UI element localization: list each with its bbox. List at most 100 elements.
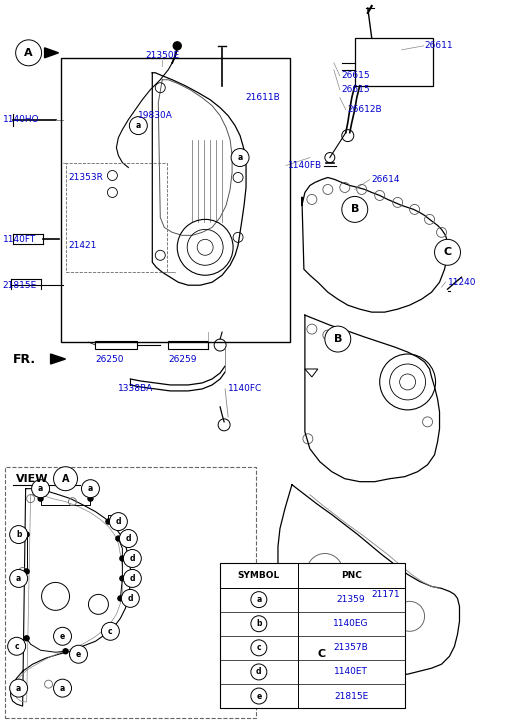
Text: 1338BA: 1338BA <box>118 385 153 393</box>
Text: 1140FT: 1140FT <box>3 235 36 244</box>
Circle shape <box>325 326 351 352</box>
Text: 26615: 26615 <box>342 85 370 95</box>
Text: 19830A: 19830A <box>138 111 173 120</box>
Text: B: B <box>334 334 342 344</box>
Circle shape <box>10 569 28 587</box>
Text: c: c <box>108 627 113 636</box>
Text: 21353R: 21353R <box>69 173 103 182</box>
Circle shape <box>123 569 141 587</box>
Text: 1140FB: 1140FB <box>288 161 322 170</box>
Text: a: a <box>38 484 43 493</box>
Text: a: a <box>256 595 261 604</box>
Text: b: b <box>256 619 262 628</box>
Circle shape <box>10 679 28 697</box>
Circle shape <box>53 467 77 491</box>
Bar <box>60 58 290 342</box>
Text: C: C <box>318 649 326 659</box>
Circle shape <box>251 664 267 680</box>
Bar <box>95 341 138 349</box>
Circle shape <box>106 519 111 524</box>
Text: a: a <box>16 683 21 693</box>
Circle shape <box>69 646 87 663</box>
Circle shape <box>88 496 93 501</box>
Text: 26615: 26615 <box>342 71 370 80</box>
Text: 21350E: 21350E <box>145 52 179 60</box>
Circle shape <box>121 590 139 607</box>
Text: 26611: 26611 <box>425 41 453 50</box>
Circle shape <box>16 40 42 65</box>
Circle shape <box>251 688 267 704</box>
Text: c: c <box>14 642 19 651</box>
Polygon shape <box>44 48 59 58</box>
Circle shape <box>120 576 125 581</box>
Text: VIEW: VIEW <box>16 474 48 483</box>
Circle shape <box>231 148 249 166</box>
Text: 11240: 11240 <box>448 278 476 286</box>
Polygon shape <box>305 369 318 377</box>
Text: e: e <box>256 691 261 701</box>
Text: a: a <box>136 121 141 130</box>
Circle shape <box>32 480 50 498</box>
Text: 21359: 21359 <box>337 595 366 604</box>
Text: c: c <box>257 643 261 652</box>
Circle shape <box>8 638 25 655</box>
Text: a: a <box>88 484 93 493</box>
Text: d: d <box>127 594 133 603</box>
Text: d: d <box>130 554 135 563</box>
Text: 21815E: 21815E <box>334 691 368 701</box>
Circle shape <box>24 569 29 574</box>
Text: PNC: PNC <box>341 571 361 580</box>
Circle shape <box>102 622 120 640</box>
Bar <box>220 563 405 708</box>
Circle shape <box>251 640 267 656</box>
Circle shape <box>24 532 29 537</box>
Text: FR.: FR. <box>13 353 36 366</box>
Circle shape <box>251 592 267 608</box>
Circle shape <box>53 679 71 697</box>
Text: 26614: 26614 <box>372 175 400 184</box>
Text: 21421: 21421 <box>69 241 97 250</box>
Text: d: d <box>125 534 131 543</box>
Bar <box>66 163 167 272</box>
Text: 21611B: 21611B <box>245 93 280 103</box>
Circle shape <box>38 496 43 501</box>
Circle shape <box>81 480 99 498</box>
Circle shape <box>173 42 181 50</box>
Circle shape <box>63 648 68 654</box>
Text: 1140EG: 1140EG <box>333 619 369 628</box>
Text: B: B <box>351 204 359 214</box>
Circle shape <box>53 627 71 646</box>
Text: 21357B: 21357B <box>334 643 369 652</box>
Text: e: e <box>76 650 81 659</box>
Text: SYMBOL: SYMBOL <box>238 571 280 580</box>
Circle shape <box>251 616 267 632</box>
Circle shape <box>120 529 138 547</box>
Circle shape <box>10 526 28 544</box>
Circle shape <box>342 196 368 222</box>
Circle shape <box>309 641 335 667</box>
Bar <box>168 341 208 349</box>
Bar <box>355 38 433 86</box>
Text: e: e <box>60 632 65 640</box>
Text: 21171: 21171 <box>372 590 400 599</box>
Text: 26250: 26250 <box>95 355 124 364</box>
Text: A: A <box>62 474 69 483</box>
Circle shape <box>434 239 460 265</box>
Text: 1140FC: 1140FC <box>228 385 262 393</box>
Circle shape <box>123 550 141 568</box>
Text: 1140HO: 1140HO <box>3 115 39 124</box>
Text: 21815E: 21815E <box>3 281 37 289</box>
Circle shape <box>120 556 125 561</box>
Bar <box>5 467 256 718</box>
Text: a: a <box>16 574 21 583</box>
Text: d: d <box>130 574 135 583</box>
Circle shape <box>24 636 29 640</box>
Text: a: a <box>238 153 243 162</box>
Circle shape <box>118 596 123 601</box>
Text: 26612B: 26612B <box>348 105 382 114</box>
Text: C: C <box>443 247 452 257</box>
Text: b: b <box>16 530 21 539</box>
Circle shape <box>130 116 147 134</box>
Text: 26259: 26259 <box>168 355 197 364</box>
Text: a: a <box>60 683 65 693</box>
